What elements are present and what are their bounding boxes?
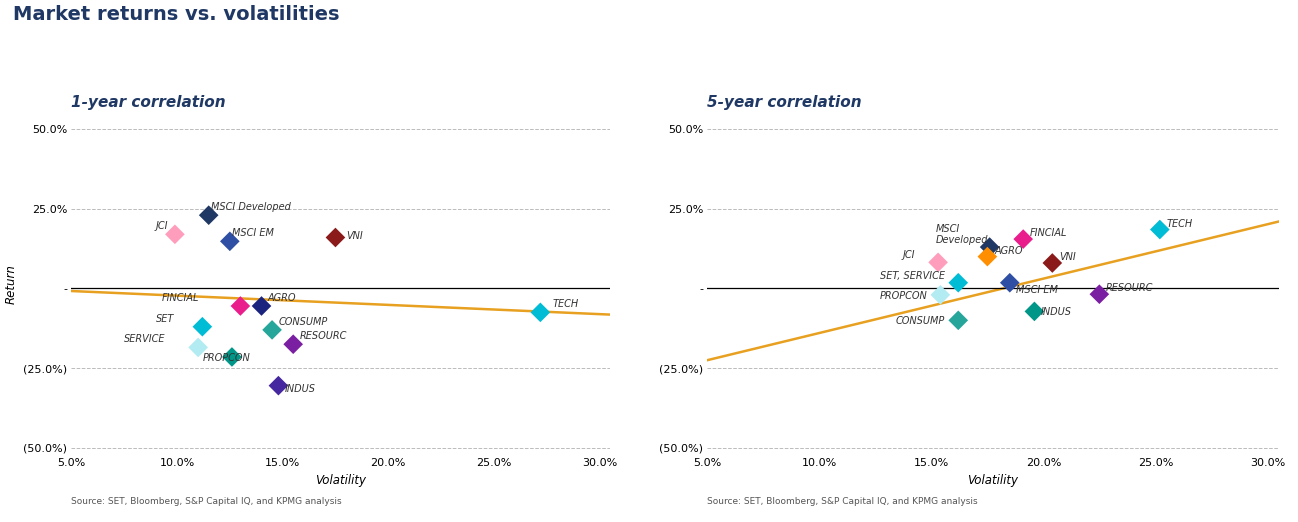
- Text: INDUS: INDUS: [284, 384, 315, 394]
- Text: RESOURC: RESOURC: [300, 331, 347, 341]
- Text: TECH: TECH: [1167, 219, 1193, 229]
- Text: 5-year correlation: 5-year correlation: [707, 94, 862, 110]
- Point: [222, 353, 243, 361]
- Point: [165, 230, 186, 239]
- Text: VNI: VNI: [1059, 252, 1076, 262]
- Point: [948, 279, 968, 287]
- Text: PROPCON: PROPCON: [202, 353, 251, 363]
- Text: JCI: JCI: [902, 250, 915, 260]
- Text: SERVICE: SERVICE: [125, 334, 166, 344]
- Text: FINCIAL: FINCIAL: [162, 293, 200, 303]
- Text: Market returns vs. volatilities: Market returns vs. volatilities: [13, 5, 340, 24]
- Text: MSCI Developed: MSCI Developed: [210, 202, 291, 212]
- Point: [979, 243, 999, 251]
- Point: [324, 233, 345, 242]
- Y-axis label: Return: Return: [4, 265, 18, 304]
- Point: [1150, 226, 1171, 234]
- Point: [1089, 290, 1110, 299]
- Text: VNI: VNI: [347, 231, 362, 241]
- Text: AGRO: AGRO: [994, 246, 1023, 256]
- Point: [530, 308, 550, 316]
- Text: MSCI EM: MSCI EM: [1016, 285, 1058, 295]
- Text: MSCI EM: MSCI EM: [232, 228, 274, 238]
- Point: [1012, 235, 1033, 243]
- Text: TECH: TECH: [553, 299, 579, 309]
- Point: [283, 340, 304, 348]
- Point: [199, 211, 219, 219]
- Point: [192, 323, 213, 331]
- Point: [929, 291, 950, 299]
- Text: SET, SERVICE: SET, SERVICE: [880, 271, 945, 281]
- Text: Source: SET, Bloomberg, S&P Capital IQ, and KPMG analysis: Source: SET, Bloomberg, S&P Capital IQ, …: [71, 497, 341, 506]
- Text: AGRO: AGRO: [267, 293, 296, 303]
- Point: [188, 343, 209, 352]
- Text: JCI: JCI: [156, 221, 169, 231]
- Text: CONSUMP: CONSUMP: [896, 316, 945, 326]
- Text: PROPCON: PROPCON: [880, 291, 928, 301]
- Point: [948, 316, 968, 325]
- Point: [230, 302, 251, 310]
- Point: [1042, 259, 1063, 267]
- Point: [219, 237, 240, 245]
- Text: SET: SET: [156, 314, 174, 324]
- Point: [928, 258, 949, 267]
- Text: MSCI
Developed: MSCI Developed: [936, 224, 988, 244]
- X-axis label: Volatility: Volatility: [967, 474, 1019, 487]
- Point: [1024, 307, 1045, 316]
- Text: INDUS: INDUS: [1041, 307, 1072, 317]
- Text: 1-year correlation: 1-year correlation: [71, 94, 226, 110]
- Text: FINCIAL: FINCIAL: [1029, 228, 1067, 238]
- Point: [977, 253, 998, 261]
- Point: [251, 302, 271, 310]
- Text: RESOURC: RESOURC: [1106, 283, 1154, 293]
- Text: Source: SET, Bloomberg, S&P Capital IQ, and KPMG analysis: Source: SET, Bloomberg, S&P Capital IQ, …: [707, 497, 977, 506]
- Point: [999, 279, 1020, 287]
- Text: CONSUMP: CONSUMP: [278, 317, 327, 327]
- Point: [267, 382, 288, 390]
- Point: [262, 326, 283, 334]
- X-axis label: Volatility: Volatility: [315, 474, 366, 487]
